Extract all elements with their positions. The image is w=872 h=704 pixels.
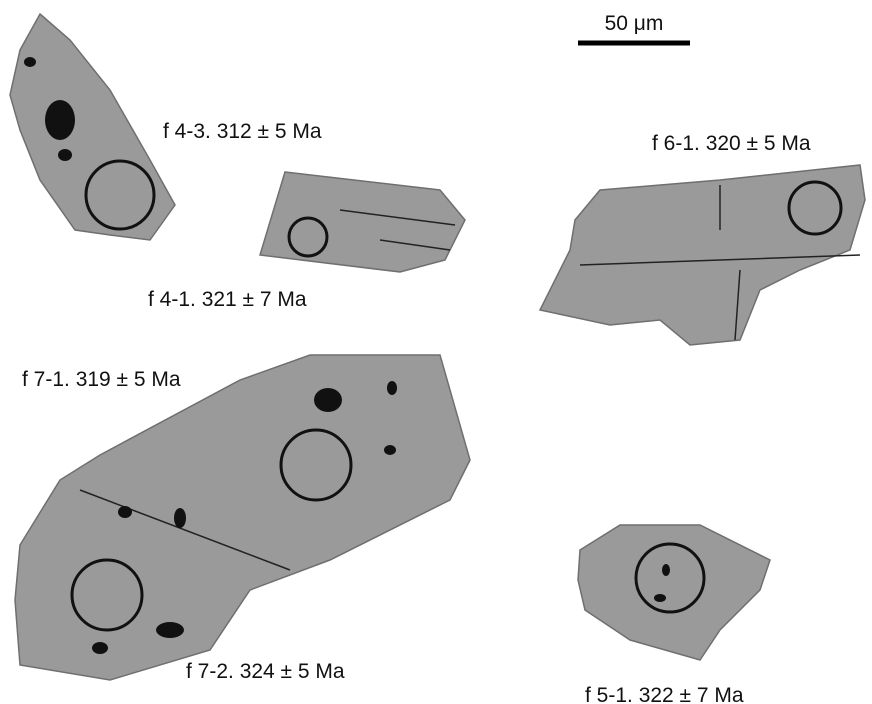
grain-label: f 7-1. 319 ± 5 Ma [22,368,181,391]
grain-f4-1 [260,172,465,272]
grain-label: f 4-3. 312 ± 5 Ma [163,120,322,143]
grain-f6-1 [540,165,865,345]
scale-bar: 50 μm [578,12,690,43]
grain-f5-1 [578,525,770,660]
scale-bar-label: 50 μm [605,12,664,35]
grain-label: f 6-1. 320 ± 5 Ma [652,132,811,155]
grain-label: f 7-2. 324 ± 5 Ma [186,660,345,683]
grain-f4-3 [10,14,175,240]
grain-f7 [15,355,470,680]
micrograph: 50 μm f 4-3. 312 ± 5 Ma f 4-1. 321 ± 7 M… [0,0,872,704]
grain-label: f 4-1. 321 ± 7 Ma [148,288,307,311]
grain-label: f 5-1. 322 ± 7 Ma [585,684,744,704]
